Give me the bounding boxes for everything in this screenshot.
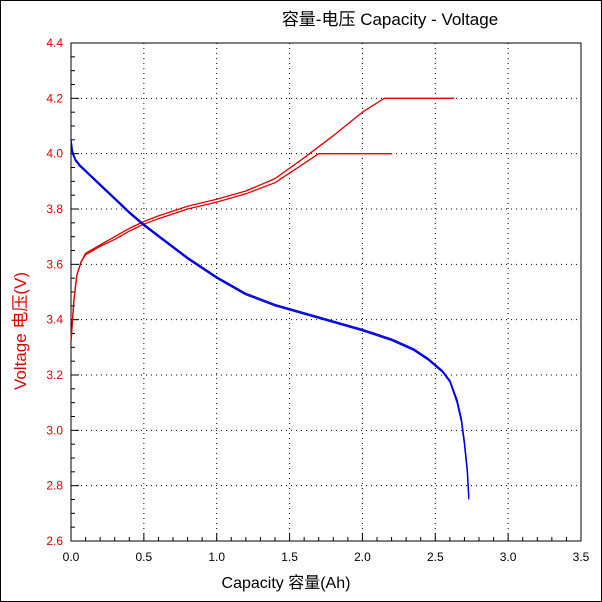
y-tick-label: 4.0	[46, 147, 63, 161]
y-tick-label: 2.8	[46, 479, 63, 493]
plot-border	[70, 42, 582, 542]
y-tick-label: 3.2	[46, 368, 63, 382]
x-axis-label: Capacity 容量(Ah)	[222, 574, 351, 592]
series-line-3	[70, 139, 470, 497]
series-group	[70, 97, 470, 500]
y-tick-label: 3.8	[46, 202, 63, 216]
series-line-2	[70, 153, 392, 342]
x-tick-label: 3.0	[500, 550, 517, 564]
x-tick-label: 0.0	[63, 550, 80, 564]
x-tick-label: 2.5	[427, 550, 444, 564]
x-tick-label: 2.0	[354, 550, 371, 564]
y-tick-label: 3.0	[46, 423, 63, 437]
y-tick-label: 4.4	[46, 36, 63, 50]
x-tick-label: 3.5	[573, 550, 590, 564]
x-tick-label: 1.0	[208, 550, 225, 564]
series-line-4	[70, 139, 470, 500]
grid	[71, 43, 581, 541]
x-tick-label: 0.5	[136, 550, 153, 564]
y-axis-label: Voltage 电压(V)	[11, 272, 30, 390]
series-line-1	[70, 97, 455, 342]
y-tick-label: 3.6	[46, 257, 63, 271]
y-tick-label: 4.2	[46, 91, 63, 105]
axes	[70, 42, 582, 542]
y-tick-label: 2.6	[46, 534, 63, 548]
y-tick-label: 3.4	[46, 313, 63, 327]
axis-ticks: 2.6 2.8 3.0 3.2 3.4 3.6 3.8 4.0 4.2 4.4 0.0 0.5 1.0 1…	[46, 36, 589, 564]
x-tick-label: 1.5	[281, 550, 298, 564]
chart-title: 容量-电压 Capacity - Voltage	[282, 10, 498, 29]
